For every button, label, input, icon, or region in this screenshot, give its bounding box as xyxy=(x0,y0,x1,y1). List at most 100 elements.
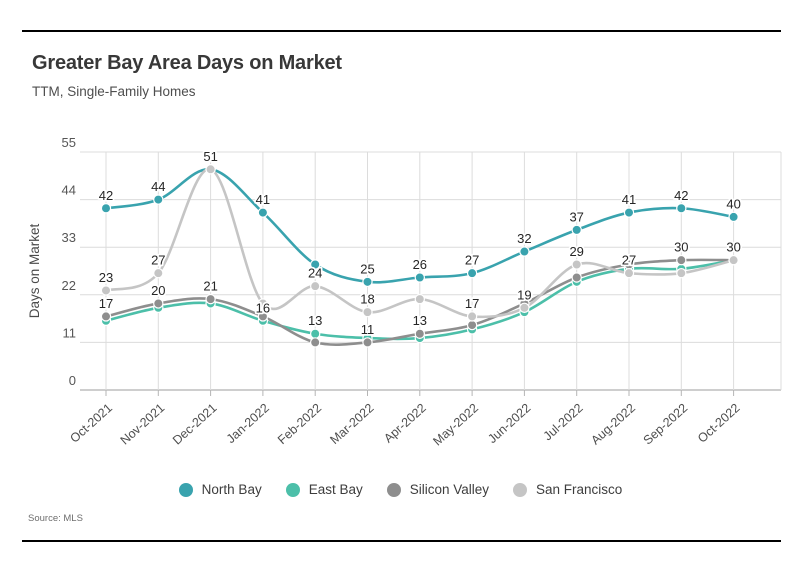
value-label-north-bay: 41 xyxy=(622,192,636,207)
value-label-san-francisco: 17 xyxy=(465,296,479,311)
marker-san-francisco xyxy=(257,298,269,309)
y-tick-label: 44 xyxy=(62,183,76,198)
marker-north-bay xyxy=(676,203,687,214)
marker-san-francisco xyxy=(362,306,373,318)
value-label-east-bay: 16 xyxy=(256,300,270,315)
x-tick-label: Oct-2022 xyxy=(695,401,743,446)
x-tick-label: Jul-2022 xyxy=(541,401,586,444)
x-tick-label: Oct-2021 xyxy=(67,401,115,446)
marker-san-francisco xyxy=(623,267,635,279)
value-label-east-bay: 13 xyxy=(308,313,322,328)
chart-subtitle: TTM, Single-Family Homes xyxy=(32,84,196,99)
value-label-san-francisco: 23 xyxy=(99,270,113,285)
marker-north-bay xyxy=(414,272,425,283)
y-tick-label: 11 xyxy=(63,325,77,340)
marker-silicon-valley xyxy=(257,311,269,322)
legend-item-east-bay: East Bay xyxy=(285,482,363,497)
y-axis-title: Days on Market xyxy=(27,223,42,318)
x-tick-label: Dec-2021 xyxy=(170,401,220,448)
marker-north-bay xyxy=(100,203,112,214)
value-label-north-bay: 42 xyxy=(99,188,113,203)
chart-title: Greater Bay Area Days on Market xyxy=(32,52,342,74)
legend-dot-north-bay xyxy=(178,482,193,497)
marker-north-bay xyxy=(257,207,269,218)
x-tick-label: Jun-2022 xyxy=(485,401,533,446)
value-label-san-francisco: 29 xyxy=(569,244,583,259)
x-tick-label: May-2022 xyxy=(430,401,481,449)
marker-san-francisco xyxy=(100,285,112,296)
legend-label: San Francisco xyxy=(536,482,623,497)
marker-silicon-valley xyxy=(153,298,164,309)
value-label-north-bay: 40 xyxy=(726,196,740,211)
y-tick-label: 0 xyxy=(69,373,76,388)
marker-north-bay xyxy=(519,246,530,257)
value-label-san-francisco: 27 xyxy=(622,253,636,268)
marker-north-bay xyxy=(571,224,582,236)
marker-silicon-valley xyxy=(676,254,687,266)
legend-item-san-francisco: San Francisco xyxy=(513,482,622,497)
marker-san-francisco xyxy=(205,164,216,175)
value-label-silicon-valley: 17 xyxy=(99,296,113,311)
marker-san-francisco xyxy=(676,267,687,279)
value-label-san-francisco: 24 xyxy=(308,266,322,281)
marker-north-bay xyxy=(153,194,164,205)
marker-san-francisco xyxy=(310,280,321,292)
legend-item-silicon-valley: Silicon Valley xyxy=(386,482,490,497)
marker-east-bay xyxy=(310,328,321,339)
x-tick-label: Sep-2022 xyxy=(641,401,691,448)
x-tick-label: Mar-2022 xyxy=(327,401,376,447)
x-tick-label: Nov-2021 xyxy=(118,401,168,448)
y-tick-label: 33 xyxy=(62,230,76,245)
marker-silicon-valley xyxy=(571,272,582,283)
x-tick-label: Aug-2022 xyxy=(588,401,638,448)
marker-north-bay xyxy=(466,267,478,279)
marker-north-bay xyxy=(310,259,321,270)
value-label-silicon-valley: 11 xyxy=(361,322,375,337)
marker-san-francisco xyxy=(519,302,530,313)
value-label-silicon-valley: 20 xyxy=(151,283,165,298)
value-label-san-francisco: 27 xyxy=(151,253,165,268)
marker-silicon-valley xyxy=(466,319,478,331)
legend-label: East Bay xyxy=(308,482,363,497)
value-label-north-bay: 42 xyxy=(674,188,688,203)
marker-san-francisco xyxy=(728,254,739,266)
legend-dot-san-francisco xyxy=(513,482,528,497)
value-label-silicon-valley: 21 xyxy=(203,279,217,294)
top-rule xyxy=(22,30,781,32)
value-label-san-francisco: 51 xyxy=(203,149,217,164)
bottom-rule xyxy=(22,540,781,542)
marker-silicon-valley xyxy=(100,311,112,322)
marker-north-bay xyxy=(362,276,373,288)
legend-item-north-bay: North Bay xyxy=(178,482,262,497)
value-label-san-francisco: 19 xyxy=(517,287,531,302)
legend-label: Silicon Valley xyxy=(409,482,490,497)
y-tick-label: 22 xyxy=(62,278,76,293)
marker-san-francisco xyxy=(414,293,425,305)
legend-dot-east-bay xyxy=(285,482,300,497)
value-label-north-bay: 27 xyxy=(465,253,479,268)
legend-dot-silicon-valley xyxy=(386,482,401,497)
value-label-north-bay: 44 xyxy=(151,179,165,194)
marker-silicon-valley xyxy=(414,328,425,339)
value-label-north-bay: 32 xyxy=(517,231,531,246)
value-label-north-bay: 25 xyxy=(360,261,374,276)
value-label-north-bay: 26 xyxy=(413,257,427,272)
marker-silicon-valley xyxy=(205,293,216,305)
marker-silicon-valley xyxy=(362,337,373,348)
marker-silicon-valley xyxy=(310,337,321,348)
value-label-east-bay: 30 xyxy=(726,240,740,255)
x-tick-label: Feb-2022 xyxy=(275,401,324,447)
marker-san-francisco xyxy=(153,267,164,279)
marker-north-bay xyxy=(623,207,635,218)
legend-label: North Bay xyxy=(201,482,262,497)
value-label-north-bay: 37 xyxy=(569,209,583,224)
value-label-silicon-valley: 13 xyxy=(413,313,427,328)
marker-north-bay xyxy=(728,211,739,223)
value-label-san-francisco: 18 xyxy=(360,292,374,307)
x-tick-label: Apr-2022 xyxy=(381,401,429,446)
source-note: Source: MLS xyxy=(28,513,83,524)
value-label-silicon-valley: 30 xyxy=(674,240,688,255)
y-tick-label: 55 xyxy=(62,135,76,150)
